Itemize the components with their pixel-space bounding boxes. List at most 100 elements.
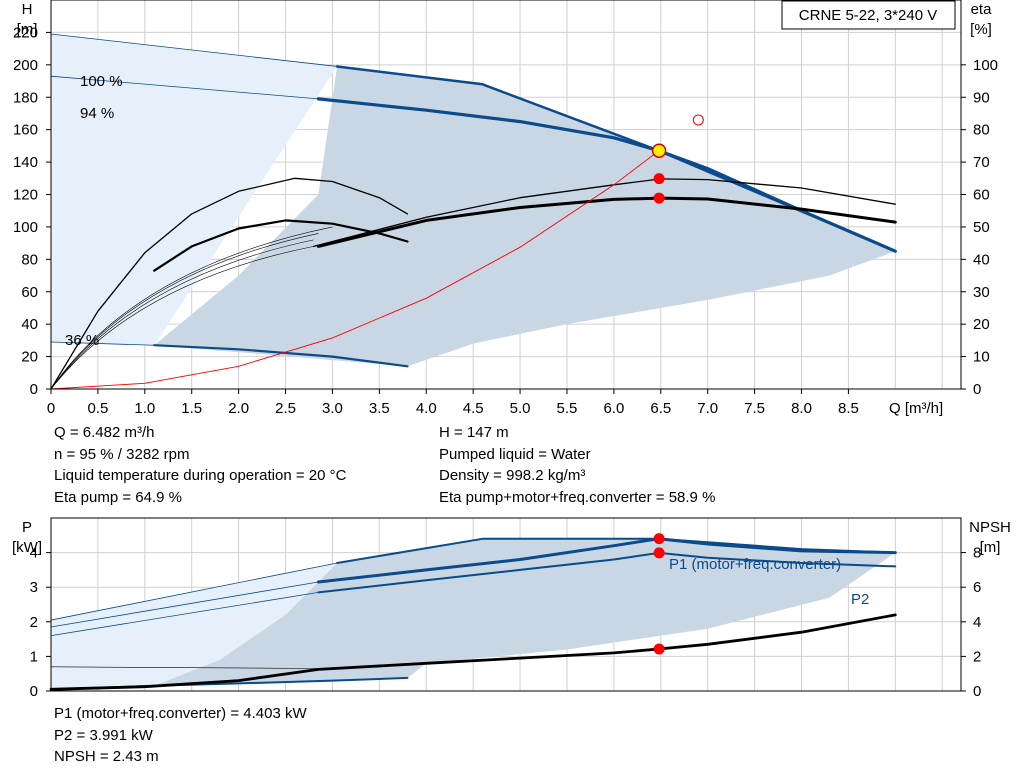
- y-left-axis-label: H: [22, 1, 33, 18]
- x-tick-label: 1.5: [181, 400, 202, 417]
- x-tick-label: 0.5: [87, 400, 108, 417]
- x-tick-label: 4.5: [463, 400, 484, 417]
- curve-head-max-ext: [50, 33, 338, 67]
- info-temperature: Liquid temperature during operation = 20…: [54, 467, 347, 484]
- x-tick-label: 7.5: [744, 400, 765, 417]
- y-left-tick-label: 200: [13, 57, 38, 74]
- info-eta-total: Eta pump+motor+freq.converter = 58.9 %: [439, 488, 716, 506]
- x-tick-label: 2.0: [228, 400, 249, 417]
- y-left-tick-label: 160: [13, 122, 38, 139]
- curve-p-max: [336, 537, 897, 564]
- x-tick-label: 5.0: [510, 400, 531, 417]
- info-lower: P1 (motor+freq.converter) = 4.403 kW P2 …: [54, 703, 307, 768]
- y-left-axis-unit: [kW]: [12, 539, 42, 556]
- curve-head-94-ext: [50, 75, 319, 100]
- efficiency-fan-line: [50, 246, 314, 390]
- y-left-tick-label: 120: [13, 187, 38, 204]
- series-label-p1: P1 (motor+freq.converter): [669, 556, 841, 573]
- marker-eta-total: [653, 192, 665, 204]
- y-left-axis-label: P: [22, 519, 32, 536]
- marker-eta-pump: [653, 173, 665, 185]
- x-tick-label: 7.0: [697, 400, 718, 417]
- y-right-tick-label: 0: [973, 381, 981, 398]
- curve-eta-thin-1: [313, 178, 896, 248]
- curve-head-min-ext: [50, 341, 155, 346]
- info-p1: P1 (motor+freq.converter) = 4.403 kW: [54, 705, 307, 722]
- y-right-tick-label: 0: [973, 683, 981, 700]
- y-left-tick-label: 3: [30, 579, 38, 596]
- marker-open-circle: [692, 114, 704, 126]
- y-right-tick-label: 6: [973, 579, 981, 596]
- curve-eta-total-small: [153, 219, 409, 272]
- speed-label-100: 100 %: [80, 73, 123, 90]
- y-right-tick-label: 40: [973, 251, 990, 268]
- info-upper-left: Q = 6.482 m³/h n = 95 % / 3282 rpm Liqui…: [54, 422, 346, 508]
- x-tick-label: 8.0: [791, 400, 812, 417]
- y-right-axis-label: NPSH: [969, 519, 1011, 536]
- speed-label-36: 36 %: [65, 332, 99, 349]
- info-head: H = 147 m: [439, 424, 509, 441]
- y-right-tick-label: 100: [973, 57, 998, 74]
- info-p2: P2 = 3.991 kW: [54, 726, 153, 744]
- y-left-tick-label: 20: [21, 349, 38, 366]
- x-axis-label: Q [m³/h]: [889, 400, 943, 417]
- lower-frame: [50, 517, 962, 692]
- info-speed: n = 95 % / 3282 rpm: [54, 445, 190, 463]
- x-tick-label: 6.0: [603, 400, 624, 417]
- title-box: [781, 0, 956, 30]
- y-left-tick-label: 60: [21, 284, 38, 301]
- y-left-tick-label: 1: [30, 648, 38, 665]
- curve-eta-thin-2: [50, 177, 409, 390]
- y-left-tick-label: 0: [30, 381, 38, 398]
- series-label-p2: P2: [851, 591, 869, 608]
- x-tick-label: 0: [47, 400, 55, 417]
- y-right-tick-label: 2: [973, 648, 981, 665]
- info-npsh: NPSH = 2.43 m: [54, 748, 159, 765]
- info-flow: Q = 6.482 m³/h: [54, 424, 155, 441]
- curve-head-min: [153, 344, 409, 368]
- marker-p2: [653, 547, 665, 559]
- power-range-dark: [154, 538, 896, 686]
- curve-eta-total: [316, 196, 897, 248]
- efficiency-fan-line: [50, 226, 333, 390]
- y-right-tick-label: 4: [973, 614, 981, 631]
- efficiency-fan-line: [50, 239, 314, 390]
- y-left-tick-label: 140: [13, 154, 38, 171]
- p-max-ext: [50, 562, 338, 621]
- info-density: Density = 998.2 kg/m³: [439, 467, 586, 484]
- y-left-axis-unit: [m]: [17, 21, 38, 38]
- y-right-axis-unit: [m]: [980, 539, 1001, 556]
- curve-p1: [316, 537, 897, 584]
- y-left-tick-label: 100: [13, 219, 38, 236]
- y-left-tick-label: 220: [13, 24, 38, 41]
- y-right-axis-unit: [%]: [970, 21, 992, 38]
- npsh-ext: [50, 666, 319, 669]
- info-upper-right: H = 147 m Pumped liquid = Water Density …: [439, 422, 715, 508]
- power-range-light: [51, 562, 338, 690]
- power-npsh-chart: 0 1 2 3 4 0 2 4 6 8 P [kW] NPSH [m] P1 (motor+freq.con…: [12, 517, 1011, 700]
- curve-head-operating: [316, 97, 897, 253]
- y-left-tick-label: 0: [30, 683, 38, 700]
- x-tick-label: 1.0: [134, 400, 155, 417]
- operating-range-region: [154, 66, 896, 367]
- x-tick-label: 8.5: [838, 400, 859, 417]
- y-right-tick-label: 30: [973, 284, 990, 301]
- y-right-tick-label: 8: [973, 545, 981, 562]
- marker-npsh: [653, 643, 665, 655]
- speed-range-region: [51, 34, 338, 346]
- curve-npsh: [49, 613, 897, 691]
- y-right-tick-label: 90: [973, 89, 990, 106]
- p1-ext: [50, 581, 319, 628]
- y-right-tick-label: 60: [973, 187, 990, 204]
- x-tick-label: 3.0: [322, 400, 343, 417]
- x-tick-label: 4.0: [416, 400, 437, 417]
- x-tick-label: 3.5: [369, 400, 390, 417]
- chart-title: CRNE 5-22, 3*240 V: [799, 7, 937, 24]
- y-right-tick-label: 70: [973, 154, 990, 171]
- pump-performance-chart: 0 0.5 1.0 1.5 2.0 2.5 3.0 3.5 4.0 4.5 5.0 5.5 6.0 6.5…: [12, 0, 1011, 700]
- y-left-tick-label: 180: [13, 89, 38, 106]
- marker-operating-point: [651, 143, 667, 158]
- info-liquid: Pumped liquid = Water: [439, 445, 591, 463]
- p2-ext: [50, 591, 319, 637]
- y-right-tick-label: 10: [973, 349, 990, 366]
